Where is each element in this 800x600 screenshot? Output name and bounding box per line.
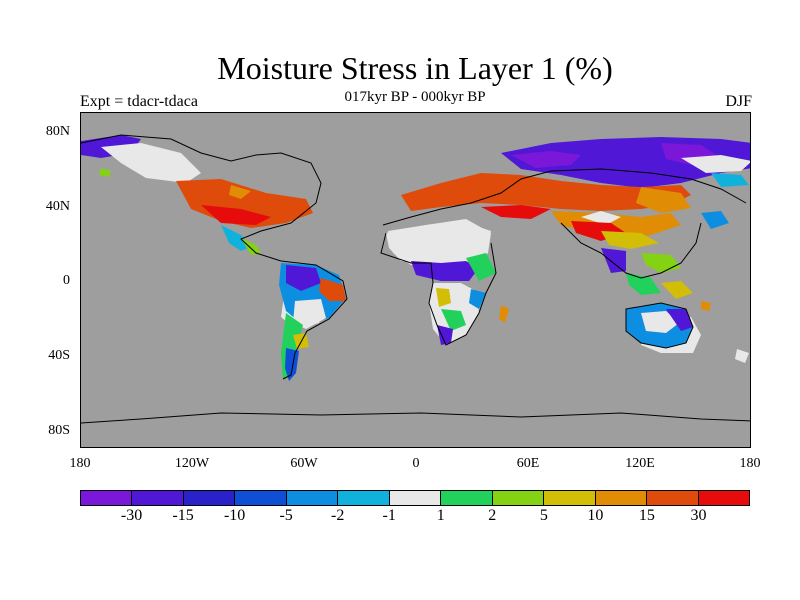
colorbar-box-11 — [647, 491, 699, 505]
colorbar-box-5 — [338, 491, 390, 505]
colorbar-box-8 — [492, 491, 545, 505]
colorbar-box-2 — [183, 491, 236, 505]
world-map — [81, 134, 750, 424]
colorbar-label: 2 — [488, 507, 497, 524]
australia-region — [626, 281, 749, 363]
lon-label-120e: 120E — [625, 456, 655, 471]
lon-label-180e: 180 — [739, 456, 761, 471]
colorbar-box-9 — [544, 491, 596, 505]
map-panel — [80, 112, 751, 448]
colorbar-box-6 — [389, 491, 442, 505]
colorbar-box-10 — [595, 491, 648, 505]
lon-label-60e: 60E — [516, 456, 540, 471]
colorbar-box-7 — [441, 491, 493, 505]
chart-title: Moisture Stress in Layer 1 (%) — [217, 50, 613, 86]
colorbar-label: 1 — [436, 507, 445, 524]
colorbar-box-12 — [698, 491, 750, 505]
lon-label-0: 0 — [412, 456, 420, 471]
colorbar-label: -10 — [223, 507, 246, 524]
lat-label-40s: 40S — [48, 348, 70, 363]
colorbar — [80, 490, 750, 506]
experiment-label: Expt = tdacr-tdaca — [80, 93, 198, 110]
chart-subtitle: 017kyr BP - 000kyr BP — [344, 89, 486, 105]
coastlines — [81, 134, 750, 424]
colorbar-label: -1 — [382, 507, 396, 524]
colorbar-label: 30 — [690, 507, 707, 524]
colorbar-label: -15 — [172, 507, 194, 524]
colorbar-label: 5 — [539, 507, 548, 524]
africa-region — [386, 221, 509, 345]
colorbar-label: 10 — [587, 507, 604, 524]
lat-label-40n: 40N — [45, 199, 70, 214]
colorbar-box-4 — [286, 491, 339, 505]
season-label: DJF — [725, 93, 752, 110]
colorbar-box-0 — [81, 491, 133, 505]
colorbar-label: -30 — [120, 507, 143, 524]
colorbar-box-1 — [132, 491, 184, 505]
lat-label-80n: 80N — [45, 124, 70, 139]
colorbar-box-3 — [235, 491, 287, 505]
lat-label-0: 0 — [63, 273, 70, 288]
colorbar-label: -2 — [331, 507, 345, 524]
lon-label-180w: 180 — [69, 456, 91, 471]
colorbar-label: 15 — [638, 507, 655, 524]
south-america-region — [279, 263, 346, 381]
north-america-region — [81, 135, 313, 255]
lon-label-60w: 60W — [290, 456, 318, 471]
lon-label-120w: 120W — [174, 456, 210, 471]
lat-label-80s: 80S — [48, 423, 70, 438]
colorbar-label: -5 — [279, 507, 293, 524]
